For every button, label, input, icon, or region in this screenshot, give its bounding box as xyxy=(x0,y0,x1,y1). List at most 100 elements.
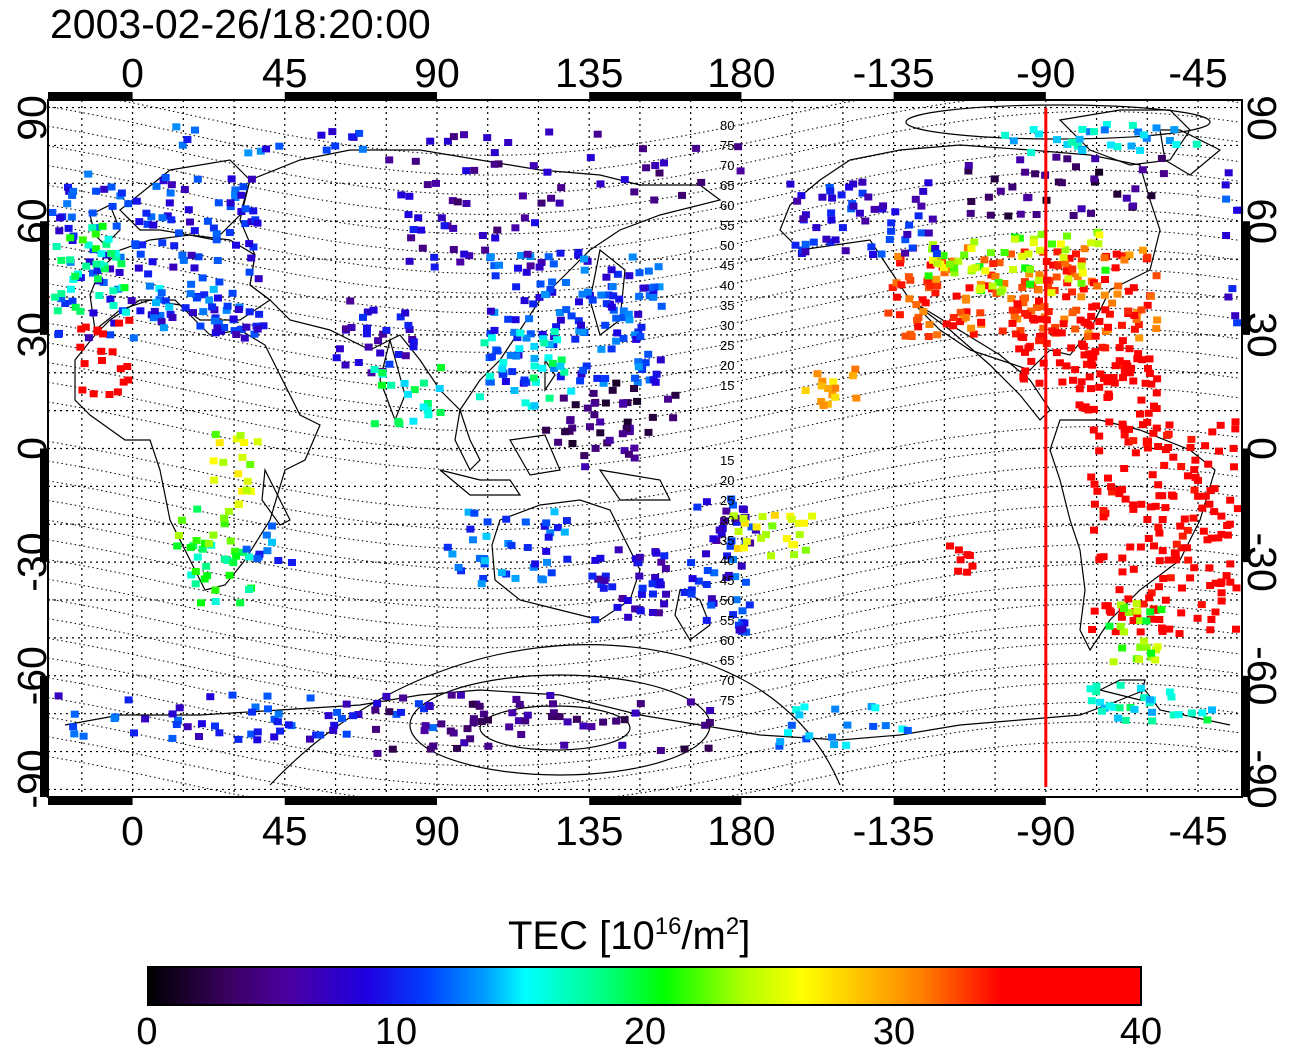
tec-cell xyxy=(370,366,379,373)
tec-cell xyxy=(1087,209,1095,217)
tec-cell xyxy=(1211,579,1220,587)
tec-cell xyxy=(428,724,437,732)
tec-cell xyxy=(966,209,975,217)
tec-cell xyxy=(115,319,124,327)
tec-cell xyxy=(745,601,754,609)
tec-cell xyxy=(586,154,595,162)
longitude-labels-bottom: 0 45 90 135 180 -135 -90 -45 xyxy=(121,808,1228,854)
longitude-label: 45 xyxy=(262,808,308,854)
tec-cell xyxy=(152,299,160,307)
tec-cell xyxy=(1026,265,1034,273)
tec-cell xyxy=(246,461,255,468)
tec-cell xyxy=(622,424,631,432)
tec-cell xyxy=(1124,438,1133,446)
tec-cell xyxy=(275,142,284,150)
tec-cell xyxy=(1233,319,1242,327)
tec-cell xyxy=(1145,594,1154,602)
tec-cell xyxy=(223,302,232,310)
tec-cell xyxy=(270,733,279,741)
tec-cell xyxy=(1226,496,1235,504)
tec-cell xyxy=(499,370,508,378)
tec-cell xyxy=(1035,297,1043,305)
tec-cell xyxy=(241,205,250,213)
tec-cell xyxy=(827,209,836,217)
tec-cell xyxy=(604,291,613,299)
tec-cell xyxy=(960,251,969,259)
tec-cell xyxy=(179,256,188,264)
tec-cell xyxy=(548,278,557,286)
longitude-label: -45 xyxy=(1168,808,1227,854)
tec-cell xyxy=(1124,609,1133,616)
tec-cell xyxy=(692,144,701,152)
tec-cell xyxy=(1096,370,1105,378)
tec-cell xyxy=(1134,350,1143,358)
tec-cell xyxy=(465,252,474,260)
tec-cell xyxy=(1096,698,1105,706)
tec-cell xyxy=(671,391,680,399)
tec-cell xyxy=(166,189,175,197)
tec-cell xyxy=(373,700,382,708)
tec-cell xyxy=(486,307,495,315)
tec-cell xyxy=(912,301,921,309)
tec-cell xyxy=(967,324,976,332)
tec-cell xyxy=(224,507,233,515)
tec-cell xyxy=(568,440,577,447)
tec-cell xyxy=(734,143,743,151)
tec-cell xyxy=(586,423,594,431)
tec-cell xyxy=(1221,181,1230,189)
tec-cell xyxy=(167,216,176,224)
tec-cell xyxy=(409,338,418,346)
tec-cell xyxy=(522,334,531,342)
tec-cell xyxy=(95,292,104,299)
tec-cell xyxy=(249,207,258,215)
tec-cell xyxy=(901,332,910,340)
tec-cell xyxy=(1172,141,1181,148)
tec-cell xyxy=(1113,290,1122,298)
tec-cell xyxy=(992,289,1001,297)
tec-cell xyxy=(782,535,791,543)
tec-cell xyxy=(1147,192,1156,200)
tec-cell xyxy=(1107,141,1115,149)
tec-cell xyxy=(1109,377,1118,385)
tec-cell xyxy=(1031,170,1040,178)
tec-cell xyxy=(251,703,260,711)
tec-cell xyxy=(662,590,670,598)
tec-cell xyxy=(828,194,837,202)
tec-cell xyxy=(697,178,706,186)
tec-cell xyxy=(1075,401,1084,409)
colorbar-label-mid: /m xyxy=(681,914,726,958)
tec-cell xyxy=(127,297,136,305)
tec-cell xyxy=(66,256,75,264)
tec-cell xyxy=(112,222,121,230)
tec-cell xyxy=(78,236,87,244)
tec-cell xyxy=(423,400,432,407)
tec-cell xyxy=(404,390,412,398)
tec-cell xyxy=(183,723,192,731)
tec-cell xyxy=(535,263,544,271)
coastlines xyxy=(64,109,1231,741)
tec-cell xyxy=(1019,299,1028,307)
tec-cell xyxy=(169,263,178,271)
tec-cell xyxy=(641,359,650,367)
tec-cell xyxy=(849,180,858,188)
tec-cell xyxy=(1159,170,1168,178)
tec-cell xyxy=(1139,600,1148,608)
tec-cell xyxy=(1037,231,1046,238)
tec-cell xyxy=(703,567,712,574)
tec-cell xyxy=(1190,466,1199,474)
tec-cell xyxy=(964,167,973,175)
tec-cell xyxy=(1131,185,1140,193)
tec-cell xyxy=(1137,500,1146,508)
tec-cell xyxy=(385,708,394,716)
tec-cell xyxy=(1039,359,1048,367)
tec-cell xyxy=(881,722,890,730)
tec-cell xyxy=(548,359,557,367)
tec-cell xyxy=(363,308,372,316)
tec-cell xyxy=(800,703,809,711)
tec-cell xyxy=(963,568,972,576)
tec-cell xyxy=(612,314,621,322)
tec-cell xyxy=(328,128,337,136)
colorbar-tick-20: 20 xyxy=(623,1011,667,1053)
tec-cell xyxy=(337,715,346,722)
tec-cell xyxy=(1136,684,1145,692)
